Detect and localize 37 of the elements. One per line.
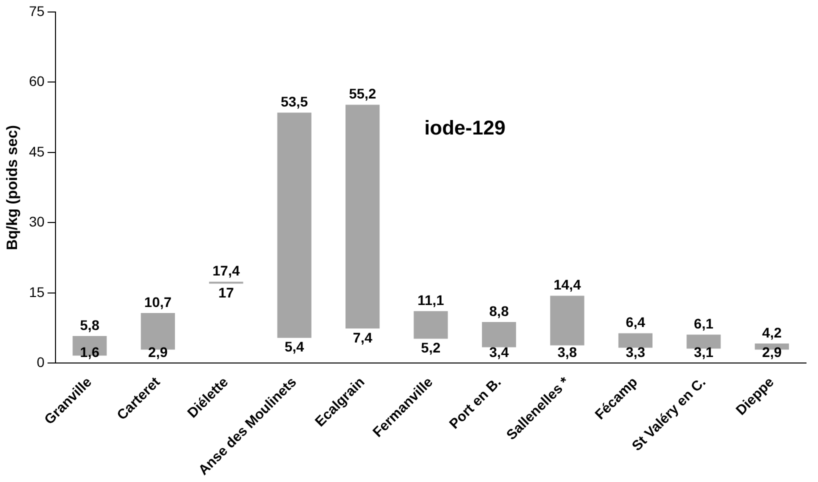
annotation: 5,2: [421, 340, 441, 356]
annotation: 8,8: [489, 302, 509, 319]
y-tick-label: 45: [28, 143, 45, 160]
y-tick-label: 60: [28, 73, 45, 90]
annotation: 55,2: [348, 86, 376, 102]
bar: [686, 334, 721, 349]
y-tick-label: 15: [28, 284, 45, 300]
bar: [414, 311, 448, 339]
bar: [550, 296, 584, 346]
annotation: 3,1: [694, 344, 714, 360]
text: iode-129: [424, 118, 506, 140]
annotation: 14,4: [554, 276, 582, 293]
bar: [618, 333, 653, 348]
annotation: 17: [218, 284, 234, 300]
annotation: 2,9: [762, 344, 782, 360]
y-tick-label: 30: [28, 214, 45, 230]
y-tick-label: 0: [36, 354, 45, 370]
bar: [346, 104, 380, 329]
annotation: 5,4: [284, 338, 304, 355]
annotation: 17,4: [212, 262, 240, 279]
annotation: 4,2: [762, 324, 782, 340]
annotation: 53,5: [280, 94, 308, 110]
annotation: 3,8: [557, 344, 578, 360]
annotation: 6,4: [626, 314, 646, 330]
annotation: 11,1: [418, 292, 444, 308]
bar: [482, 322, 516, 348]
annotation: 5,8: [80, 316, 100, 333]
annotation: 2,9: [148, 344, 168, 360]
annotation: 1,6: [80, 344, 100, 360]
y-tick-label: 75: [28, 2, 45, 19]
annotation: 3,3: [626, 344, 646, 360]
bar: [277, 112, 312, 338]
annotation: 7,4: [352, 329, 373, 346]
annotation: 3,4: [489, 344, 509, 360]
y-axis-title: Bq/kg (poids sec): [4, 125, 22, 250]
annotation: 10,7: [144, 294, 172, 310]
annotation: 6,1: [694, 315, 714, 332]
